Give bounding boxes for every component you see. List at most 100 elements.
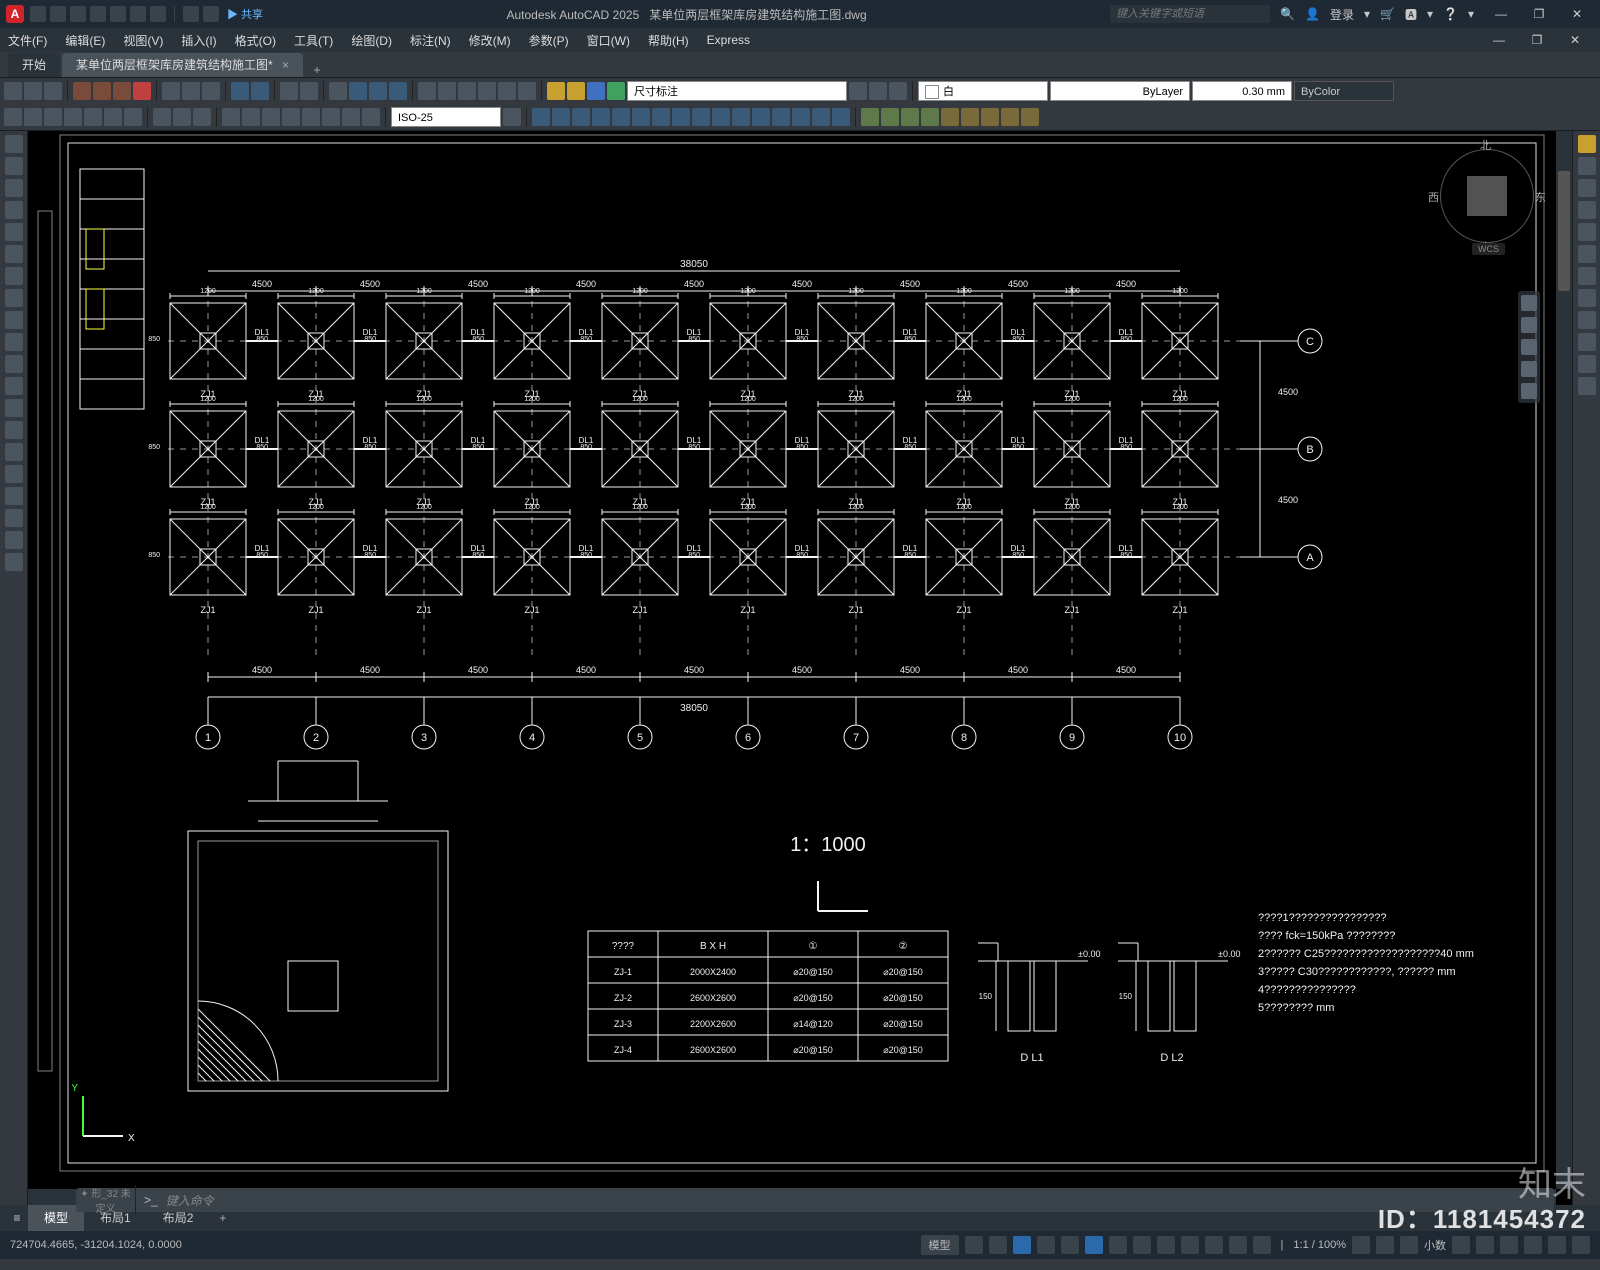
app-menu-icon[interactable]: 🅰 bbox=[1405, 6, 1417, 23]
tb-sheet-icon[interactable] bbox=[133, 82, 151, 100]
et-8-icon[interactable] bbox=[1001, 108, 1019, 126]
tb-save-icon[interactable] bbox=[44, 82, 62, 100]
dim-arc-icon[interactable] bbox=[44, 108, 62, 126]
draw-line-icon[interactable] bbox=[5, 135, 23, 153]
menu-param[interactable]: 参数(P) bbox=[529, 32, 569, 49]
menu-help[interactable]: 帮助(H) bbox=[648, 32, 689, 49]
layer-state-icon[interactable] bbox=[869, 82, 887, 100]
dim-ord-icon[interactable] bbox=[64, 108, 82, 126]
mod-trim-icon[interactable] bbox=[712, 108, 730, 126]
rt-8-icon[interactable] bbox=[1578, 289, 1596, 307]
search-icon[interactable]: 🔍 bbox=[1280, 7, 1295, 21]
login-button[interactable]: 登录 bbox=[1330, 6, 1354, 23]
rt-12-icon[interactable] bbox=[1578, 377, 1596, 395]
dim-quick-icon[interactable] bbox=[153, 108, 171, 126]
rt-10-icon[interactable] bbox=[1578, 333, 1596, 351]
et-6-icon[interactable] bbox=[961, 108, 979, 126]
draw-pline-icon[interactable] bbox=[5, 179, 23, 197]
draw-circle-icon[interactable] bbox=[5, 267, 23, 285]
tab-new-button[interactable]: + bbox=[305, 63, 329, 77]
command-line[interactable]: ✦ 形_32 未定义 >_ 键入命令 bbox=[76, 1188, 1554, 1212]
mod-join-icon[interactable] bbox=[772, 108, 790, 126]
status-scale[interactable]: 1:1 / 100% bbox=[1293, 1239, 1346, 1251]
sb-gear-icon[interactable] bbox=[1352, 1236, 1370, 1254]
sb-cycle-icon[interactable] bbox=[1229, 1236, 1247, 1254]
tab-active-doc[interactable]: 某单位两层框架库房建筑结构施工图* × bbox=[62, 53, 303, 77]
sb-osnap-icon[interactable] bbox=[1085, 1236, 1103, 1254]
mod-erase-icon[interactable] bbox=[532, 108, 550, 126]
viewcube[interactable]: 北 南 东 西 WCS bbox=[1432, 141, 1542, 251]
tb-zoom-icon[interactable] bbox=[349, 82, 367, 100]
mod-fillet-icon[interactable] bbox=[812, 108, 830, 126]
draw-table-icon[interactable] bbox=[5, 509, 23, 527]
sb-iso-icon[interactable] bbox=[1061, 1236, 1079, 1254]
mod-move-icon[interactable] bbox=[632, 108, 650, 126]
dimstyle-dropdown[interactable]: ISO-25 bbox=[391, 107, 501, 127]
tb-redo-icon[interactable] bbox=[300, 82, 318, 100]
tb-match-icon[interactable] bbox=[231, 82, 249, 100]
restore-button[interactable]: ❐ bbox=[1522, 3, 1556, 25]
sb-3dosnap-icon[interactable] bbox=[1109, 1236, 1127, 1254]
layout-menu-icon[interactable]: ≡ bbox=[6, 1211, 28, 1225]
mod-rotate-icon[interactable] bbox=[652, 108, 670, 126]
sb-otrack-icon[interactable] bbox=[1133, 1236, 1151, 1254]
draw-polygon-icon[interactable] bbox=[5, 201, 23, 219]
rt-7-icon[interactable] bbox=[1578, 267, 1596, 285]
rt-1-icon[interactable] bbox=[1578, 135, 1596, 153]
sb-iso2-icon[interactable] bbox=[1500, 1236, 1518, 1254]
layer-sun-icon[interactable] bbox=[547, 82, 565, 100]
exchange-icon[interactable]: 🛒 bbox=[1380, 7, 1395, 21]
sb-grid-icon[interactable] bbox=[965, 1236, 983, 1254]
mod-array-icon[interactable] bbox=[612, 108, 630, 126]
mod-scale-icon[interactable] bbox=[672, 108, 690, 126]
draw-block-icon[interactable] bbox=[5, 399, 23, 417]
mod-extend-icon[interactable] bbox=[732, 108, 750, 126]
menu-tools[interactable]: 工具(T) bbox=[294, 32, 333, 49]
qat-plot-icon[interactable] bbox=[130, 6, 146, 22]
linetype-dropdown[interactable]: ByLayer bbox=[1050, 81, 1190, 101]
sb-qp-icon[interactable] bbox=[1452, 1236, 1470, 1254]
et-7-icon[interactable] bbox=[981, 108, 999, 126]
share-button[interactable]: ▶ 共享 bbox=[227, 6, 263, 22]
mod-copy-icon[interactable] bbox=[552, 108, 570, 126]
qat-print-icon[interactable] bbox=[150, 6, 166, 22]
sb-clean-icon[interactable] bbox=[1548, 1236, 1566, 1254]
draw-arc-icon[interactable] bbox=[5, 245, 23, 263]
tb-tpalette-icon[interactable] bbox=[458, 82, 476, 100]
plotstyle-dropdown[interactable]: ByColor bbox=[1294, 81, 1394, 101]
close-button[interactable]: ✕ bbox=[1560, 3, 1594, 25]
dim-dia-icon[interactable] bbox=[104, 108, 122, 126]
dim-break-icon[interactable] bbox=[242, 108, 260, 126]
draw-mtext-icon[interactable] bbox=[5, 531, 23, 549]
menu-edit[interactable]: 编辑(E) bbox=[65, 32, 105, 49]
qat-redo-icon[interactable] bbox=[203, 6, 219, 22]
tb-cut-icon[interactable] bbox=[162, 82, 180, 100]
rt-2-icon[interactable] bbox=[1578, 157, 1596, 175]
sb-trans-icon[interactable] bbox=[1205, 1236, 1223, 1254]
rt-3-icon[interactable] bbox=[1578, 179, 1596, 197]
sb-hw-icon[interactable] bbox=[1524, 1236, 1542, 1254]
draw-rect-icon[interactable] bbox=[5, 223, 23, 241]
qat-new-icon[interactable] bbox=[30, 6, 46, 22]
tb-open-icon[interactable] bbox=[24, 82, 42, 100]
dim-edit-icon[interactable] bbox=[342, 108, 360, 126]
menu-modify[interactable]: 修改(M) bbox=[469, 32, 511, 49]
draw-gradient-icon[interactable] bbox=[5, 465, 23, 483]
layer-freeze-icon[interactable] bbox=[567, 82, 585, 100]
sb-lwt-icon[interactable] bbox=[1181, 1236, 1199, 1254]
sb-custom-icon[interactable] bbox=[1572, 1236, 1590, 1254]
tb-dcenter-icon[interactable] bbox=[438, 82, 456, 100]
tb-preview-icon[interactable] bbox=[93, 82, 111, 100]
et-5-icon[interactable] bbox=[941, 108, 959, 126]
doc-minimize-button[interactable]: — bbox=[1482, 29, 1516, 51]
mod-explode-icon[interactable] bbox=[832, 108, 850, 126]
nav-pan-icon[interactable] bbox=[1521, 317, 1537, 333]
sb-monitor-icon[interactable] bbox=[1400, 1236, 1418, 1254]
dim-style-dropdown[interactable]: 尺寸标注 bbox=[627, 81, 847, 101]
dim-aligned-icon[interactable] bbox=[24, 108, 42, 126]
tb-paste-icon[interactable] bbox=[202, 82, 220, 100]
menu-express[interactable]: Express bbox=[707, 33, 750, 47]
qat-undo-icon[interactable] bbox=[183, 6, 199, 22]
sb-snap-icon[interactable] bbox=[989, 1236, 1007, 1254]
tb-block-icon[interactable] bbox=[251, 82, 269, 100]
